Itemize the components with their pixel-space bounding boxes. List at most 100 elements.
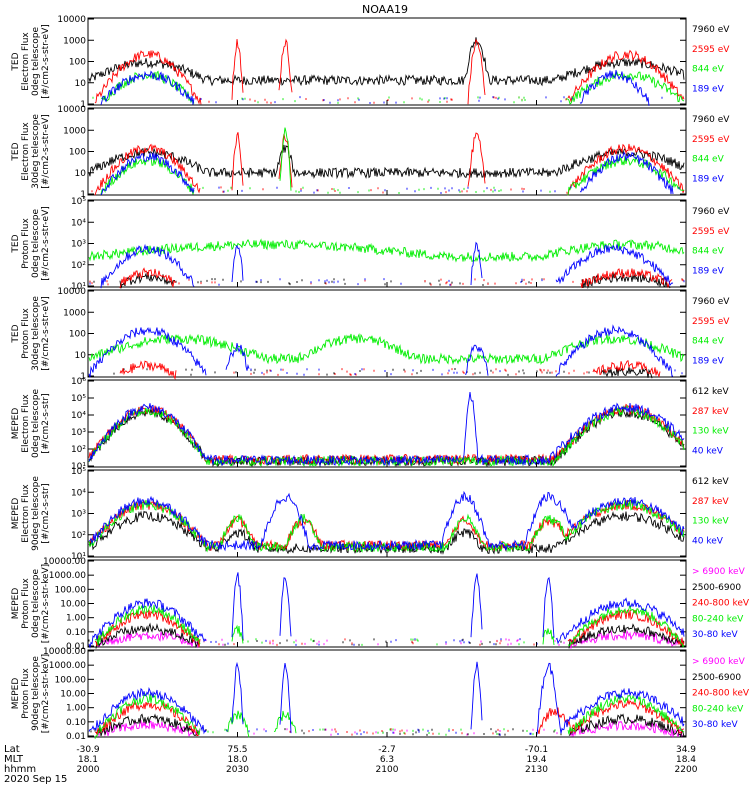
y-axis-label-line: [#/cm2-s-str] xyxy=(41,483,51,543)
y-axis-label-line: Electron Flux xyxy=(21,122,31,181)
legend-entry: 2595 eV xyxy=(692,45,730,55)
y-tick-label: 10² xyxy=(71,531,86,541)
y-axis-label-line: [#/cm2-s-str-keV] xyxy=(41,564,51,643)
legend-entry: 240-800 keV xyxy=(692,689,750,699)
x-tick-label-hhmm: 2000 xyxy=(77,765,100,775)
legend-entry: 7960 eV xyxy=(692,297,730,307)
legend-entry: 80-240 keV xyxy=(692,614,744,624)
y-tick-label: 10⁶ xyxy=(71,377,86,387)
series-trace xyxy=(100,127,685,196)
series-trace xyxy=(88,499,685,552)
y-axis-label-line: [#/cm2-s-str] xyxy=(41,393,51,453)
series-trace xyxy=(90,713,685,737)
x-tick-label-hhmm: 2030 xyxy=(226,765,249,775)
x-tick-label-mlt: 18.4 xyxy=(676,755,696,765)
y-tick-label: 0.01 xyxy=(66,732,86,742)
y-tick-label: 10000 xyxy=(57,15,86,25)
y-tick-label: 0.10 xyxy=(66,628,86,638)
legend-entry: 7960 eV xyxy=(692,25,730,35)
y-tick-label: 10000.00 xyxy=(43,647,86,657)
y-axis-label: MEPEDElectron Flux0deg telescope[#/cm2-s… xyxy=(11,389,51,459)
legend-entry: 80-240 keV xyxy=(692,704,744,714)
y-tick-label: 10 xyxy=(75,79,87,89)
series-trace xyxy=(88,37,685,87)
legend-entry: 30-80 keV xyxy=(692,720,738,730)
legend-entry: 2595 eV xyxy=(692,317,730,327)
legend-entry: > 6900 keV xyxy=(692,567,746,577)
y-tick-label: 10² xyxy=(71,261,86,271)
y-axis-label-line: Proton Flux xyxy=(21,668,31,719)
y-tick-label: 10¹ xyxy=(71,552,86,562)
x-tick-label-hhmm: 2100 xyxy=(376,765,399,775)
y-axis-label-line: 90deg telescope xyxy=(31,656,41,731)
legend-entry: 2500-6900 xyxy=(692,583,741,593)
y-tick-label: 1 xyxy=(80,100,86,110)
y-tick-label: 10⁴ xyxy=(71,411,86,421)
series-trace xyxy=(88,324,683,378)
y-tick-label: 1000.00 xyxy=(49,571,86,581)
series-trace xyxy=(88,661,685,736)
legend-entry: 189 eV xyxy=(692,174,725,184)
series-trace xyxy=(100,151,680,196)
series-trace xyxy=(113,366,653,379)
y-tick-label: 1000 xyxy=(63,126,86,136)
panel-4: 1 10 100 1000 10000 TEDProton Flux30deg teles… xyxy=(11,287,730,382)
y-axis-label: MEPEDProton Flux90deg telescope[#/cm2-s-… xyxy=(11,654,51,733)
x-tick-label-lat: 34.9 xyxy=(676,745,696,755)
legend-entry: 189 eV xyxy=(692,266,725,276)
series-trace xyxy=(100,69,663,106)
y-axis-label-line: Proton Flux xyxy=(21,578,31,629)
y-tick-label: 10⁴ xyxy=(71,488,86,498)
legend-entry: 287 keV xyxy=(692,407,729,417)
series-trace xyxy=(88,238,685,263)
panel-7: 0.010.101.0010.00100.001000.0010000.00ME… xyxy=(11,557,750,652)
legend-entry: 130 keV xyxy=(692,427,729,437)
y-axis-label-line: MEPED xyxy=(11,498,21,530)
y-axis-label: MEPEDElectron Flux90deg telescope[#/cm2-… xyxy=(11,476,51,551)
series-trace xyxy=(119,359,661,380)
y-tick-label: 0.01 xyxy=(66,642,86,652)
legend-entry: 844 eV xyxy=(692,247,725,257)
y-axis-label-line: 0deg telescope xyxy=(31,569,41,639)
x-tick-label-hhmm: 2130 xyxy=(525,765,548,775)
legend-entry: > 6900 keV xyxy=(692,657,746,667)
y-axis-label-line: MEPED xyxy=(11,678,21,710)
y-tick-label: 10000 xyxy=(57,287,86,297)
y-axis-label-line: 0deg telescope xyxy=(31,389,41,459)
series-trace xyxy=(94,698,685,737)
y-tick-label: 10³ xyxy=(71,240,86,250)
series-trace xyxy=(88,391,685,467)
legend-entry: 612 keV xyxy=(692,387,729,397)
y-tick-label: 100.00 xyxy=(55,675,87,685)
y-axis-label-line: 0deg telescope xyxy=(31,209,41,279)
y-tick-label: 10⁴ xyxy=(71,218,86,228)
y-axis-label: MEPEDProton Flux0deg telescope[#/cm2-s-s… xyxy=(11,564,51,643)
y-tick-label: 10⁵ xyxy=(71,197,86,207)
y-tick-label: 1.00 xyxy=(66,704,86,714)
series-trace xyxy=(89,241,685,289)
panel-8: 0.010.101.0010.00100.001000.0010000.00ME… xyxy=(11,647,750,742)
panel-1: 1 10 100 1000 10000 TEDElectron Flux0deg tele… xyxy=(11,15,730,110)
legend-entry: 2595 eV xyxy=(692,135,730,145)
y-tick-label: 10¹ xyxy=(71,462,86,472)
date-label: 2020 Sep 15 xyxy=(4,774,67,785)
legend-entry: 40 keV xyxy=(692,446,724,456)
legend-entry: 40 keV xyxy=(692,536,724,546)
legend-entry: 2500-6900 xyxy=(692,673,741,683)
x-row-label-mlt: MLT xyxy=(4,754,24,765)
y-axis-label-line: Electron Flux xyxy=(21,484,31,543)
y-tick-label: 10000.00 xyxy=(43,557,86,567)
y-axis-label: TEDElectron Flux30deg telescope[#/cm2-s-… xyxy=(11,114,51,189)
legend-entry: 189 eV xyxy=(692,356,725,366)
x-tick-label-mlt: 18.0 xyxy=(227,755,247,765)
x-tick-label-lat: -30.9 xyxy=(76,745,100,755)
y-axis-label: TEDProton Flux30deg telescope[#/cm2-s-st… xyxy=(11,296,51,371)
x-tick-label-lat: -70.1 xyxy=(525,745,548,755)
y-tick-label: 10³ xyxy=(71,428,86,438)
legend-entry: 7960 eV xyxy=(692,207,730,217)
y-axis-label-line: Proton Flux xyxy=(21,218,31,269)
y-axis-label-line: TED xyxy=(11,52,21,71)
y-axis-label-line: 90deg telescope xyxy=(31,476,41,551)
